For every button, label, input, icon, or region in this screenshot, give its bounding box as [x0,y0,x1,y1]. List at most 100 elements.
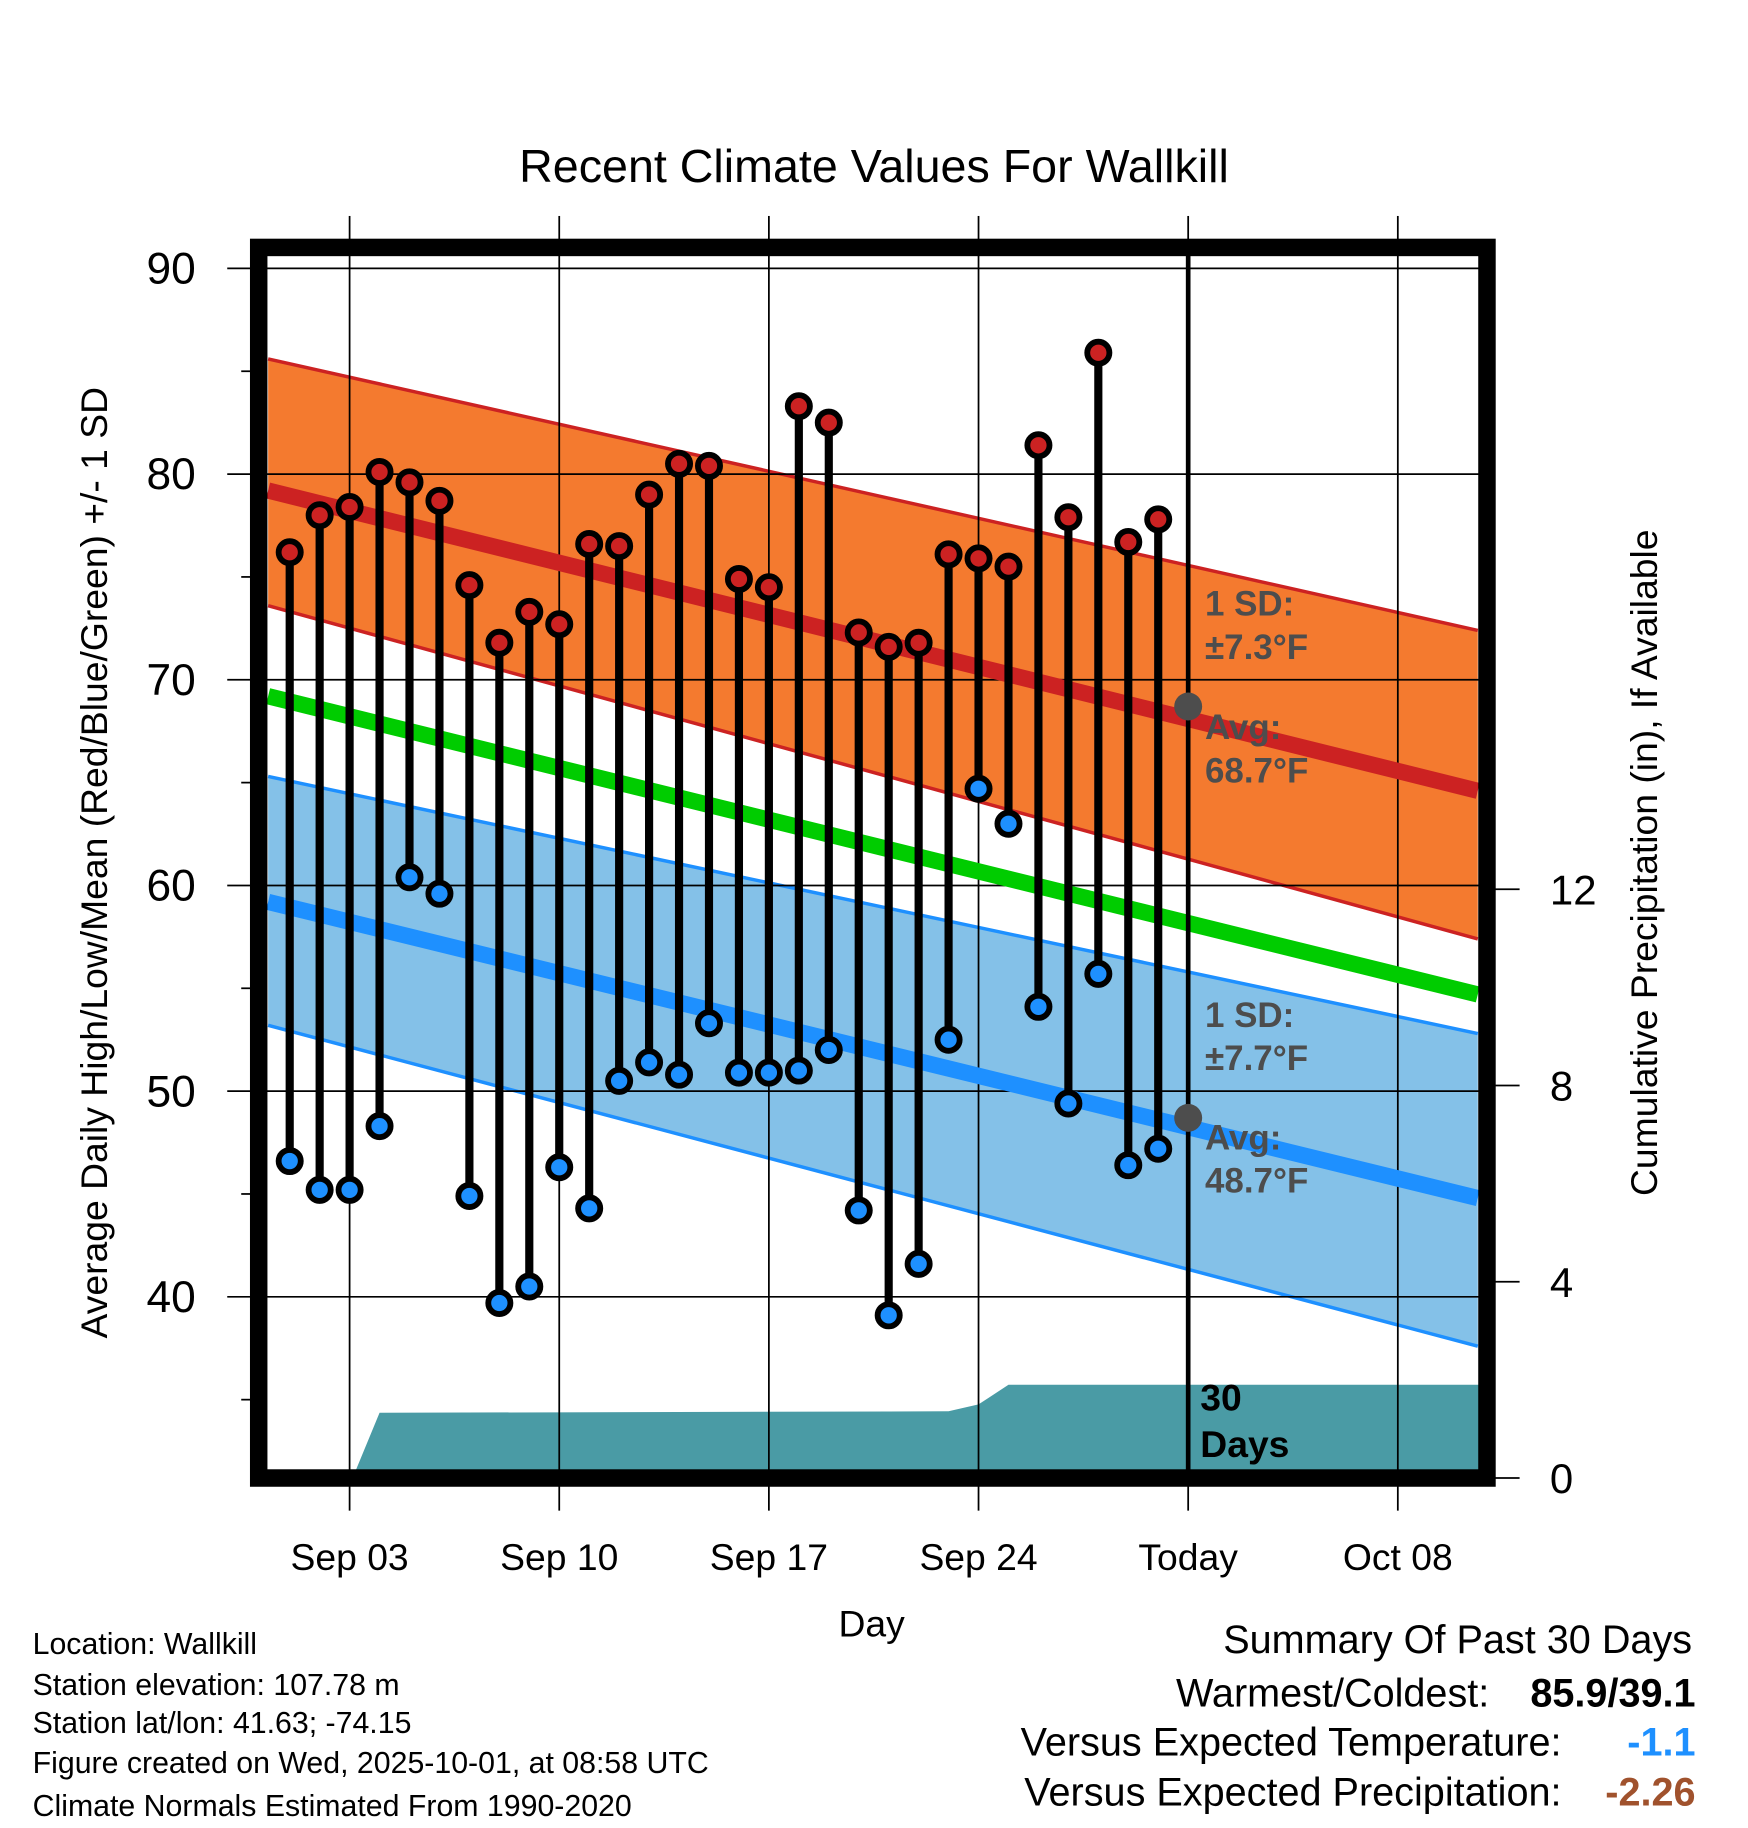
high-temp-point [395,468,424,497]
info-created: Figure created on Wed, 2025-10-01, at 08… [33,1747,709,1780]
x-tick-label: Oct 08 [1343,1536,1453,1578]
summary-precip-value: -2.26 [1605,1770,1695,1814]
annotation-low-avg-value: 48.7°F [1205,1162,1308,1201]
low-temp-point [904,1249,933,1278]
high-temp-point [964,544,993,573]
summary-title: Summary Of Past 30 Days [1223,1618,1692,1662]
low-temp-point [1084,959,1113,988]
low-temp-point [365,1112,394,1141]
low-temp-point [275,1147,304,1176]
low-temp-point [515,1272,544,1301]
avg-high-line [266,482,1479,799]
low-temp-point [335,1175,364,1204]
y-tick-label: 60 [147,862,196,911]
chart-title: Recent Climate Values For Wallkill [519,140,1229,192]
x-tick-label: Sep 24 [919,1536,1037,1578]
y2-tick-label: 12 [1550,866,1597,913]
plot-frame [249,238,1496,1487]
low-temp-point [665,1060,694,1089]
high-temp-point [695,451,723,480]
annotation-low-sd-value: ±7.7°F [1205,1039,1308,1078]
annotation-high-avg-label: Avg: [1205,708,1281,747]
x-tick-label: Sep 10 [500,1536,618,1578]
low-temp-point [455,1182,484,1211]
high-temp-point [515,597,544,626]
low-sd-band [268,776,1478,1347]
low-temp-point [305,1175,334,1204]
summary-temp-value: -1.1 [1627,1720,1695,1764]
low-temp-point [605,1066,634,1095]
y-tick-label: 70 [147,656,196,705]
high-temp-point [1144,505,1173,534]
y2-tick-label: 0 [1550,1455,1573,1502]
y-tick-label: 90 [147,245,196,294]
high-temp-point [635,480,664,509]
precipitation-area [352,1384,1479,1470]
low-temp-point [1024,992,1053,1021]
low-temp-point [485,1288,514,1317]
low-temp-point [635,1048,664,1077]
high-temp-point [305,501,334,530]
y-axis-label: Average Daily High/Low/Mean (Red/Blue/Gr… [73,387,115,1338]
annotation-high-sd-label: 1 SD: [1205,585,1294,624]
low-temp-point [1054,1089,1083,1118]
high-temp-point [665,449,694,478]
x-axis-label: Day [839,1603,906,1645]
y2-tick-label: 4 [1550,1259,1573,1306]
high-temp-point [365,458,394,487]
high-temp-point [1024,431,1053,460]
high-sd-upper-line [267,357,1479,633]
y2-tick-label: 8 [1550,1063,1573,1110]
info-normals: Climate Normals Estimated From 1990-2020 [33,1790,632,1823]
low-temp-point [934,1025,963,1054]
low-temp-point [1144,1134,1173,1163]
plot-area: 1 SD: ±7.3°F Avg: 68.7°F 1 SD: ±7.7°F Avg: 48.7… [266,255,1479,1470]
high-temp-point [874,632,903,661]
info-latlon: Station lat/lon: 41.63; -74.15 [33,1707,412,1740]
y-tick-label: 40 [147,1273,196,1322]
low-temp-point [754,1058,783,1087]
low-temp-point [814,1036,843,1064]
precip-period-label: Days [1200,1423,1289,1465]
high-temp-point [425,486,454,515]
high-temp-point [275,538,304,567]
high-temp-point [455,571,484,600]
summary-warmest-value: 85.9/39.1 [1530,1671,1695,1715]
high-temp-point [934,540,963,569]
high-temp-point [814,408,843,437]
summary-temp-label: Versus Expected Temperature: [1021,1720,1562,1764]
low-temp-point [724,1058,753,1087]
low-temp-point [844,1196,873,1225]
high-temp-point [784,392,813,421]
high-temp-point [904,628,933,657]
axes: 40 50 60 70 80 90 0 4 8 12 Sep 03 Sep 10 Sep 17 Sep 2… [147,215,1597,1578]
high-temp-point [1114,527,1143,556]
today-avg-high-marker [1174,692,1203,721]
low-temp-point [575,1194,604,1223]
high-temp-point [724,565,753,593]
low-temp-point [545,1153,574,1182]
x-tick-label: Sep 17 [710,1536,828,1578]
high-temp-point [605,532,634,561]
info-location: Location: Wallkill [33,1628,257,1661]
high-temp-point [575,530,604,559]
high-temp-point [844,618,873,647]
low-temp-point [695,1009,723,1038]
annotation-high-sd-value: ±7.3°F [1205,628,1308,667]
annotation-low-avg-label: Avg: [1205,1118,1281,1157]
low-temp-point [874,1301,903,1330]
summary: Summary Of Past 30 Days Warmest/Coldest:… [1021,1618,1696,1815]
high-temp-point [1084,338,1113,367]
y-tick-label: 50 [147,1067,196,1116]
low-temp-point [784,1056,813,1085]
low-temp-point [425,879,454,908]
x-tick-label: Today [1138,1536,1238,1578]
low-temp-point [1114,1151,1143,1180]
low-temp-point [964,774,993,803]
info-elevation: Station elevation: 107.78 m [33,1669,400,1702]
annotation-low-sd-label: 1 SD: [1205,996,1294,1035]
summary-precip-label: Versus Expected Precipitation: [1024,1770,1561,1814]
annotation-high-avg-value: 68.7°F [1205,751,1308,790]
low-temp-point [395,863,424,892]
